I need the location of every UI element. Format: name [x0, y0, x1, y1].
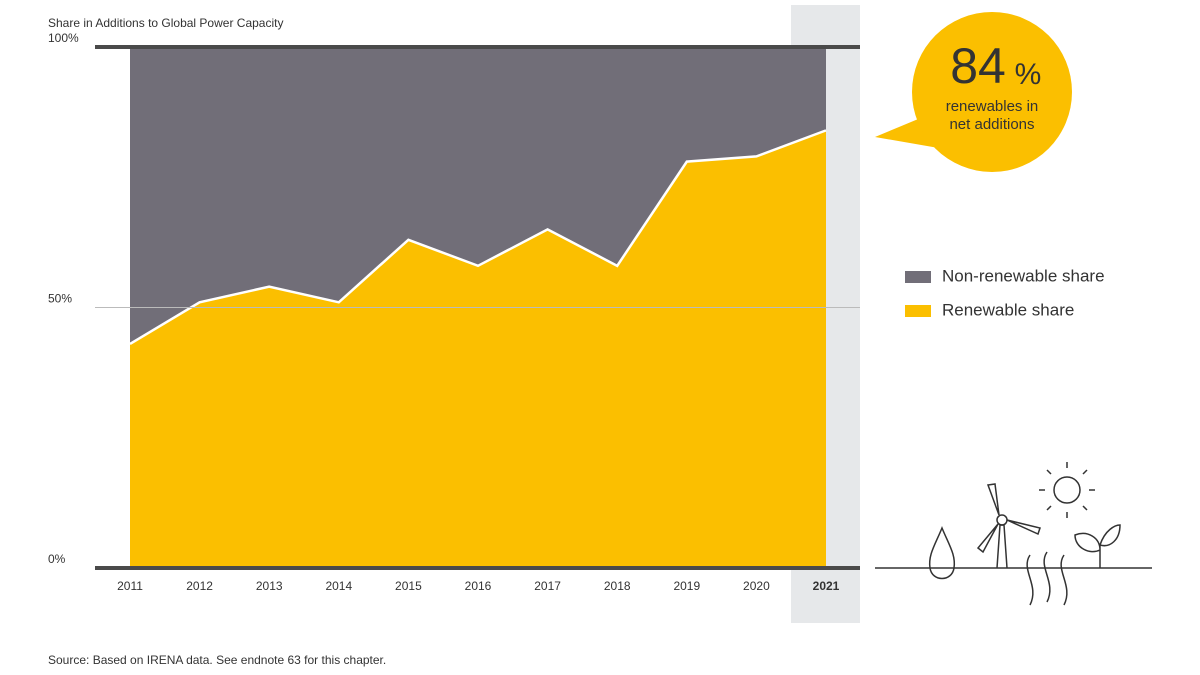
x-tick-label: 2012	[186, 579, 213, 593]
x-tick-label: 2011	[117, 579, 143, 593]
legend-swatch	[905, 305, 931, 317]
y-tick-label: 0%	[48, 552, 66, 566]
callout-line: net additions	[949, 116, 1034, 133]
boundary-line	[129, 129, 827, 346]
x-tick-label: 2014	[325, 579, 352, 593]
callout-unit: %	[1015, 58, 1042, 91]
callout-number: 84	[950, 38, 1006, 94]
x-tick-label: 2013	[256, 579, 283, 593]
x-tick-label: 2017	[534, 579, 561, 593]
area	[130, 47, 826, 344]
legend-label: Renewable share	[942, 300, 1074, 319]
callout: 84 % renewables in net additions	[875, 12, 1072, 172]
x-tick-label: 2016	[465, 579, 492, 593]
chart-title: Share in Additions to Global Power Capac…	[48, 16, 283, 30]
x-tick-label: 2015	[395, 579, 422, 593]
y-tick-label: 100%	[48, 31, 79, 45]
illustration	[875, 462, 1152, 606]
area	[130, 130, 826, 569]
x-tick-label: 2021	[813, 579, 840, 593]
legend-label: Non-renewable share	[942, 266, 1105, 285]
y-tick-label: 50%	[48, 292, 72, 306]
x-tick-label: 2018	[604, 579, 631, 593]
source-note: Source: Based on IRENA data. See endnote…	[48, 653, 386, 667]
x-tick-label: 2019	[673, 579, 700, 593]
legend-swatch	[905, 271, 931, 283]
callout-bubble	[912, 12, 1072, 172]
x-tick-label: 2020	[743, 579, 770, 593]
callout-line: renewables in	[946, 98, 1039, 115]
